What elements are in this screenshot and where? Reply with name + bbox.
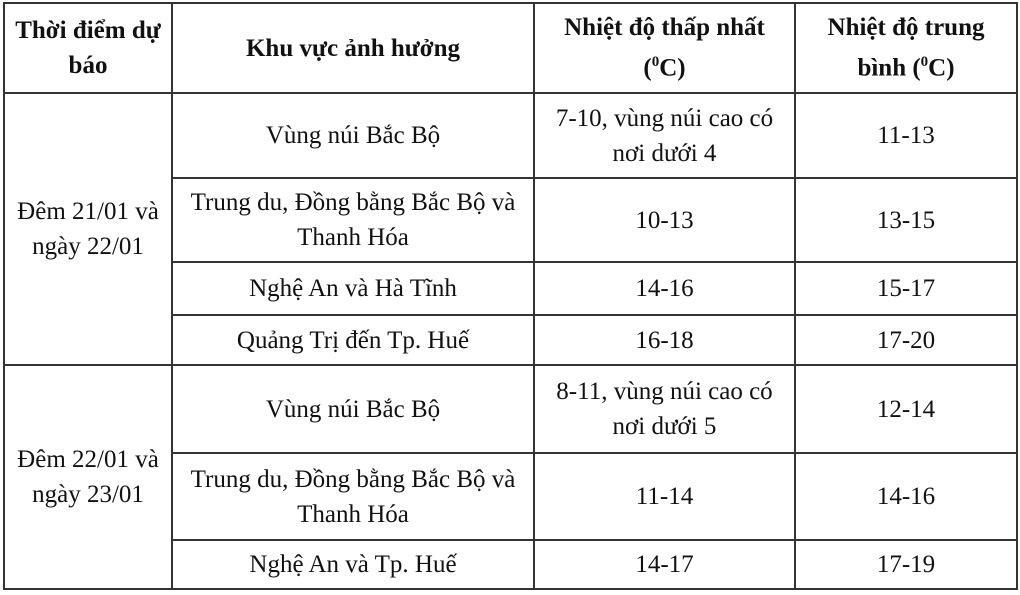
min-cell: 14-16 <box>533 261 796 316</box>
area-cell: Trung du, Đồng bằng Bắc Bộ và Thanh Hóa <box>171 177 535 263</box>
avg-cell: 14-16 <box>794 452 1018 541</box>
time-cell: Đêm 21/01 và ngày 22/01 <box>3 92 173 366</box>
forecast-table: Thời điểm dự báo Khu vực ảnh hưởng Nhiệt… <box>3 2 1018 590</box>
table-row: Trung du, Đồng bằng Bắc Bộ và Thanh Hóa … <box>4 452 1018 541</box>
avg-cell: 17-20 <box>794 314 1018 366</box>
header-area: Khu vực ảnh hưởng <box>171 2 535 94</box>
area-cell: Vùng núi Bắc Bộ <box>171 92 535 179</box>
table-row: Trung du, Đồng bằng Bắc Bộ và Thanh Hóa … <box>4 177 1018 263</box>
min-cell: 8-11, vùng núi cao có nơi dưới 5 <box>533 364 796 454</box>
avg-cell: 11-13 <box>794 92 1018 179</box>
header-avg-temp: Nhiệt độ trung bình (0C) <box>794 2 1018 94</box>
header-min-temp: Nhiệt độ thấp nhất (0C) <box>533 2 796 94</box>
min-cell: 11-14 <box>533 452 796 541</box>
min-cell: 16-18 <box>533 314 796 366</box>
table-row: Đêm 22/01 và ngày 23/01 Vùng núi Bắc Bộ … <box>3 364 1018 590</box>
avg-cell: 12-14 <box>794 364 1018 454</box>
min-cell: 7-10, vùng núi cao có nơi dưới 4 <box>533 92 796 179</box>
avg-cell: 13-15 <box>794 177 1018 263</box>
area-cell: Nghệ An và Tp. Huế <box>171 539 535 590</box>
area-cell: Quảng Trị đến Tp. Huế <box>171 314 535 366</box>
min-cell: 14-17 <box>533 539 796 590</box>
time-cell: Đêm 22/01 và ngày 23/01 <box>3 364 173 590</box>
avg-cell: 15-17 <box>794 261 1018 316</box>
table-row: Nghệ An và Tp. Huế 14-17 17-19 <box>4 539 1018 590</box>
min-cell: 10-13 <box>533 177 796 263</box>
header-time: Thời điểm dự báo <box>3 2 173 94</box>
area-cell: Nghệ An và Hà Tĩnh <box>171 261 535 316</box>
table-row: Quảng Trị đến Tp. Huế 16-18 17-20 <box>4 314 1018 366</box>
area-cell: Vùng núi Bắc Bộ <box>171 364 535 454</box>
table-row: Đêm 21/01 và ngày 22/01 Vùng núi Bắc Bộ … <box>3 92 1018 366</box>
table-row: Nghệ An và Hà Tĩnh 14-16 15-17 <box>4 261 1018 316</box>
area-cell: Trung du, Đồng bằng Bắc Bộ và Thanh Hóa <box>171 452 535 541</box>
avg-cell: 17-19 <box>794 539 1018 590</box>
header-row: Thời điểm dự báo Khu vực ảnh hưởng Nhiệt… <box>3 2 1018 94</box>
